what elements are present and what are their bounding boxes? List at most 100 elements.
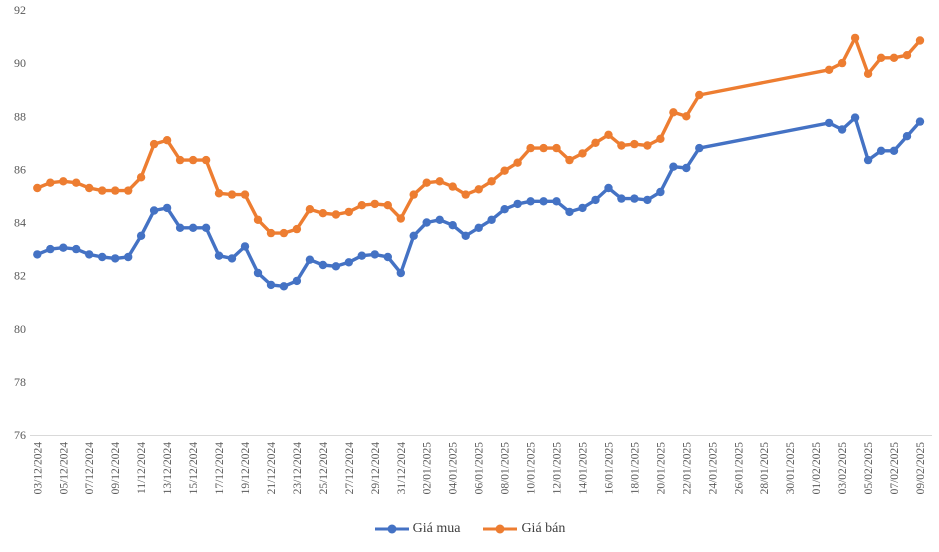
data-point-gia-ban (279, 228, 289, 238)
data-point-gia-ban (669, 108, 678, 117)
data-point-gia-mua (46, 244, 55, 254)
x-axis-tick-label: 07/12/2024 (84, 442, 96, 495)
data-point-gia-ban (435, 177, 444, 186)
data-point-gia-mua (383, 252, 392, 262)
data-point-gia-mua (513, 199, 522, 209)
data-point-gia-mua (124, 252, 133, 262)
y-axis-tick-label: 86 (14, 162, 26, 176)
data-point-gia-ban (98, 186, 107, 195)
x-axis-tick-label: 17/12/2024 (214, 442, 226, 495)
data-point-gia-mua (643, 195, 652, 205)
y-axis-tick-label: 76 (14, 428, 26, 442)
x-axis-tick-label: 03/02/2025 (837, 442, 849, 495)
x-axis-tick-label: 21/12/2024 (266, 442, 278, 495)
x-axis-tick-label: 25/12/2024 (318, 442, 330, 495)
series-line-gia-ban (35, 36, 922, 235)
y-axis-tick-label: 88 (14, 109, 26, 123)
data-point-gia-ban (253, 215, 263, 224)
x-axis-tick-label: 30/01/2025 (785, 442, 797, 495)
data-point-gia-ban (630, 139, 639, 149)
data-point-gia-ban (111, 186, 120, 195)
y-axis-tick-label: 84 (14, 216, 26, 230)
data-point-gia-ban (695, 90, 704, 100)
data-point-gia-mua (98, 252, 107, 262)
data-point-gia-mua (526, 197, 535, 206)
data-point-gia-ban (318, 209, 328, 218)
x-axis-tick-label: 14/01/2025 (577, 442, 589, 495)
x-axis-tick-label: 09/02/2025 (915, 442, 927, 495)
data-point-gia-ban (682, 112, 691, 121)
data-point-gia-mua (175, 223, 185, 232)
data-point-gia-ban (331, 210, 341, 219)
data-point-gia-mua (915, 117, 925, 126)
data-point-gia-mua (111, 254, 120, 263)
data-point-gia-ban (162, 136, 172, 145)
y-axis-tick-label: 80 (14, 322, 26, 336)
x-axis-tick-label: 22/01/2025 (681, 442, 693, 495)
legend-item-gia-ban: Giá bán (482, 521, 565, 537)
x-axis-tick-label: 12/01/2025 (552, 442, 564, 495)
data-point-gia-ban (617, 141, 626, 150)
data-point-gia-mua (850, 113, 860, 122)
data-point-gia-ban (201, 155, 211, 165)
legend-marker-gia-mua (374, 524, 409, 534)
data-point-gia-ban (591, 138, 600, 147)
chart-legend: Giá mua Giá bán (0, 521, 939, 537)
data-point-gia-ban (266, 228, 276, 238)
legend-label-gia-mua: Giá mua (412, 521, 461, 536)
data-point-gia-mua (370, 250, 379, 259)
x-axis-tick-label: 09/12/2024 (110, 442, 122, 495)
data-point-gia-ban (149, 139, 159, 149)
x-axis-tick-label: 13/12/2024 (162, 442, 174, 495)
data-point-gia-mua (902, 132, 912, 141)
data-point-gia-mua (357, 251, 366, 260)
data-point-gia-ban (656, 134, 665, 143)
data-point-gia-ban (487, 177, 496, 186)
data-point-gia-mua (240, 242, 250, 251)
data-point-gia-ban (474, 185, 483, 194)
data-point-gia-mua (656, 187, 665, 197)
data-point-gia-ban (370, 199, 379, 209)
data-point-gia-ban (902, 51, 912, 60)
data-point-gia-ban (188, 155, 198, 165)
x-axis-tick-label: 05/12/2024 (58, 442, 70, 495)
data-point-gia-mua (863, 155, 873, 165)
data-point-gia-ban (344, 207, 353, 217)
data-point-gia-mua (552, 197, 561, 206)
data-point-gia-mua (279, 282, 289, 291)
data-point-gia-mua (85, 250, 94, 259)
data-point-gia-ban (124, 186, 133, 195)
x-axis-tick-label: 06/01/2025 (474, 442, 486, 495)
x-axis-tick-label: 11/12/2024 (136, 442, 148, 494)
x-axis-tick-label: 28/01/2025 (759, 442, 771, 495)
legend-marker-gia-ban (483, 524, 518, 534)
data-point-gia-mua (837, 125, 847, 134)
data-point-gia-mua (889, 146, 899, 155)
data-point-gia-mua (591, 195, 600, 205)
data-point-gia-mua (474, 223, 483, 232)
legend-label-gia-ban: Giá bán (521, 521, 566, 536)
x-axis-tick-label: 24/01/2025 (707, 442, 719, 495)
data-point-gia-mua (422, 218, 431, 227)
data-point-gia-ban (889, 53, 899, 62)
data-point-gia-ban (136, 173, 146, 182)
data-point-gia-mua (344, 258, 353, 267)
x-axis-tick-label: 27/12/2024 (344, 442, 356, 495)
data-point-gia-mua (539, 197, 548, 206)
data-point-gia-mua (227, 254, 237, 263)
data-point-gia-mua (617, 194, 626, 203)
data-point-gia-mua (435, 215, 444, 224)
y-axis-tick-label: 82 (14, 269, 26, 283)
x-axis-tick-label: 03/12/2024 (32, 442, 44, 495)
data-point-gia-ban (396, 214, 405, 223)
data-point-gia-mua (487, 215, 496, 224)
data-point-gia-ban (837, 58, 847, 68)
x-axis-tick-label: 02/01/2025 (422, 442, 434, 495)
x-axis-tick-label: 16/01/2025 (603, 442, 615, 495)
data-point-gia-ban (59, 177, 68, 186)
data-point-gia-mua (630, 194, 639, 203)
data-point-gia-mua (409, 231, 418, 240)
data-point-gia-ban (552, 143, 561, 153)
y-axis-tick-label: 92 (14, 3, 26, 17)
